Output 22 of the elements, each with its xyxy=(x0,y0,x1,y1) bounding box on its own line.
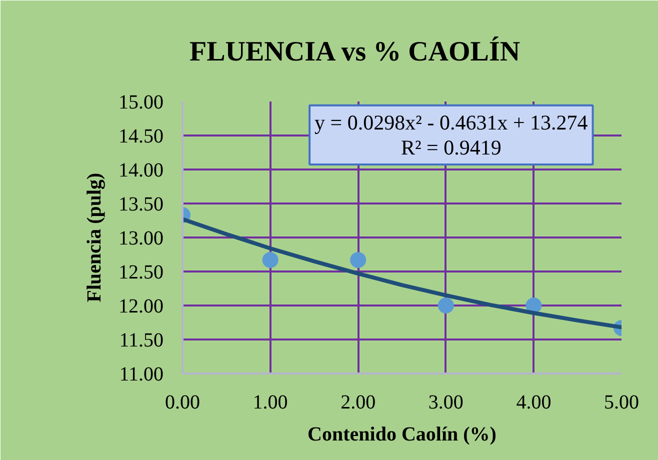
x-tick-label: 1.00 xyxy=(252,392,288,414)
point xyxy=(438,298,454,314)
y-tick-label: 12.50 xyxy=(118,262,164,284)
x-tick-label: 2.00 xyxy=(340,392,376,414)
x-tick-label: 0.00 xyxy=(165,392,200,414)
x-tick-label: 5.00 xyxy=(604,392,639,414)
x-tick-label: 4.00 xyxy=(516,392,552,414)
chart-title: FLUENCIA vs % CAOLÍN xyxy=(190,36,520,68)
y-tick-label: 13.50 xyxy=(118,194,164,216)
y-tick-label: 14.00 xyxy=(118,160,164,182)
x-tick-label: 3.00 xyxy=(428,392,464,414)
annotation: y = 0.0298x² - 0.4631x + 13.274 xyxy=(314,110,588,134)
y-tick-label: 11.50 xyxy=(119,330,164,352)
y-tick-label: 11.00 xyxy=(119,364,164,386)
x-axis-title: Contenido Caolín (%) xyxy=(308,424,496,446)
y-tick-label: 13.00 xyxy=(118,228,164,250)
y-axis-title: Fluencia (pulg) xyxy=(84,172,106,302)
y-tick-label: 15.00 xyxy=(118,92,164,114)
annotation: R² = 0.9419 xyxy=(400,136,502,160)
y-tick-label: 12.00 xyxy=(118,296,164,318)
point xyxy=(350,252,366,268)
y-tick-label: 14.50 xyxy=(118,126,164,148)
